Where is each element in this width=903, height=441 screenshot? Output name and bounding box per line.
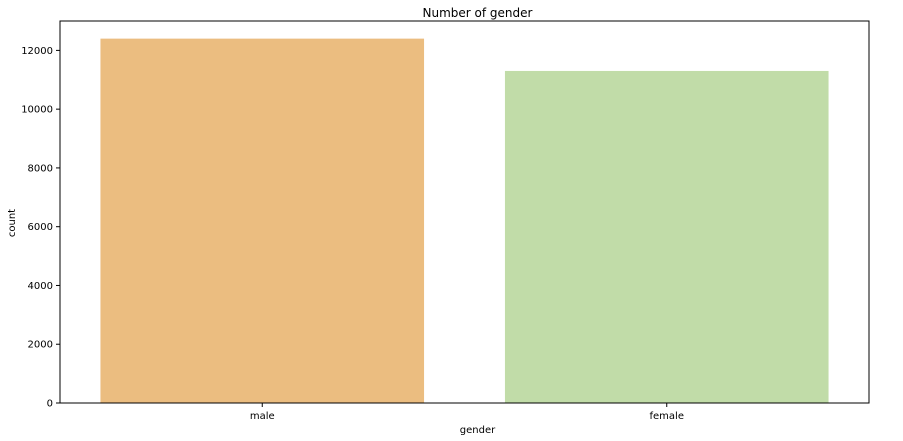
- bar-female: [504, 70, 829, 403]
- bars-group: [100, 38, 829, 403]
- y-tick-label: 10000: [21, 105, 53, 116]
- y-tick-label: 2000: [28, 340, 53, 351]
- x-tick-label: female: [650, 411, 684, 422]
- y-axis-ticks: 0 2000 4000 6000 8000 10000 12000: [21, 46, 60, 410]
- y-axis-label: count: [7, 209, 18, 237]
- chart-title: Number of gender: [423, 6, 533, 20]
- plot-frame: [59, 20, 870, 404]
- y-tick-label: 8000: [28, 163, 53, 174]
- x-axis-label: gender: [460, 425, 496, 436]
- y-tick-label: 0: [47, 399, 53, 410]
- y-tick-label: 6000: [28, 222, 53, 233]
- bar-male: [100, 38, 425, 403]
- x-tick-label: male: [250, 411, 275, 422]
- x-axis-ticks: male female: [250, 403, 684, 422]
- y-tick-label: 12000: [21, 46, 53, 57]
- y-tick-label: 4000: [28, 281, 53, 292]
